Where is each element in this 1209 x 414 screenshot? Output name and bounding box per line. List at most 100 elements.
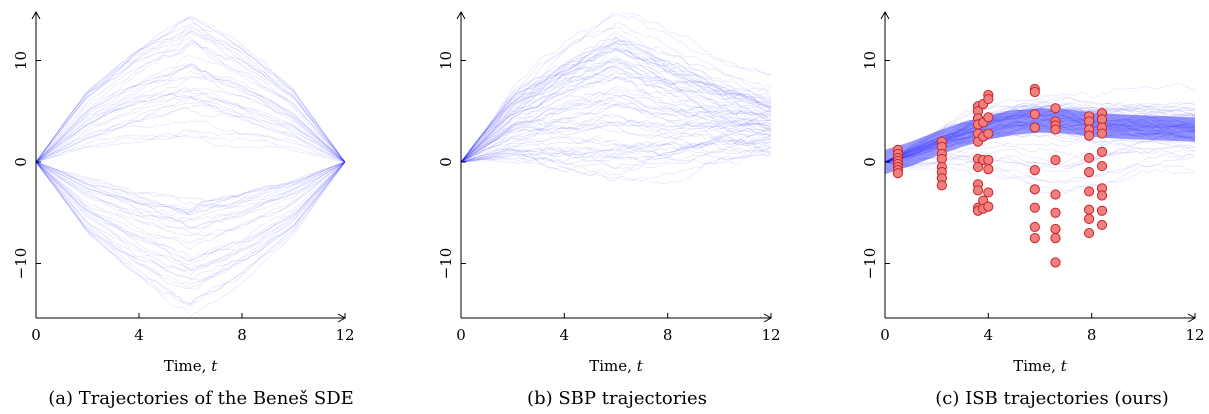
trajectory-line [885,106,1195,163]
x-tick-label: 0 [456,326,466,344]
trajectory-line [461,65,771,163]
observation-point [1029,221,1040,233]
trajectory-line [461,124,771,176]
trajectory-line [885,117,1195,163]
trajectory-line [885,122,1195,163]
trajectory-line [461,134,771,163]
trajectory-line [885,97,1195,163]
trajectory-line [461,65,771,163]
trajectory-line [36,23,345,163]
trajectory-line [461,48,771,163]
trajectory-line [461,60,771,163]
trajectory-line [36,63,345,163]
trajectory-line [461,147,771,185]
chart-panel-0: 0 4 8 12 10 0 −10 Time, t [12,10,355,375]
trajectory-line [885,122,1195,163]
trajectory-line [461,115,771,163]
trajectory-line [461,75,771,163]
trajectory-line [885,124,1195,163]
trajectory-line [885,150,1195,170]
chart-panel-2: 0 4 8 12 10 0 −10 Time, t [861,10,1205,375]
trajectory-line [461,75,771,163]
trajectory-line [885,134,1195,163]
trajectory-line [885,109,1195,163]
trajectory-line [36,25,345,163]
trajectory-line [461,36,771,163]
trajectory-line [461,139,771,165]
observation-point [983,164,994,175]
trajectory-line [885,104,1195,163]
trajectory-line [461,142,771,163]
x-tick-label: 8 [237,326,247,344]
x-tick-label: 8 [663,326,673,344]
trajectory-line [461,26,771,163]
trajectory-line [36,90,345,163]
observation-point [1083,130,1095,141]
trajectory-line [461,66,771,163]
trajectory-line [36,161,345,223]
y-axis-arrow [456,10,466,20]
observation-point [1029,202,1040,213]
trajectory-line [461,35,771,163]
trajectories [36,15,345,317]
trajectory-line [885,161,1195,196]
trajectory-line [461,133,771,170]
trajectory-line [36,161,345,262]
trajectory-line [885,96,1195,163]
trajectory-line [885,107,1195,163]
trajectory-line [36,161,345,271]
trajectory-line [36,87,345,163]
observation-point [1096,160,1108,172]
observation-point [983,128,994,139]
caption-a: (a) Trajectories of the Beneš SDE [48,388,354,409]
observation-point [1083,152,1095,164]
trajectory-line [36,74,345,163]
y-tick-label: 0 [861,157,879,167]
trajectory-line [461,89,771,163]
trajectory-line [461,69,771,163]
y-tick-label: 10 [12,51,30,70]
trajectory-line [885,119,1195,163]
observation-point [1050,103,1061,114]
trajectory-line [885,104,1195,163]
trajectory-line [885,116,1195,163]
trajectory-line [36,76,345,163]
trajectory-line [885,103,1195,163]
trajectory-line [885,129,1195,163]
trajectory-line [461,13,771,163]
observation-point [892,168,904,179]
x-tick-label: 12 [1185,326,1204,344]
trajectory-line [36,29,345,163]
trajectory-line [36,97,345,163]
observation-point [983,201,994,212]
trajectory-line [885,112,1195,166]
trajectory-line [885,123,1195,163]
observation-point [1096,128,1108,139]
trajectory-line [461,63,771,163]
trajectory-line [461,86,771,163]
trajectory-line [461,140,771,171]
x-tick-label: 4 [984,326,994,344]
trajectory-line [461,22,771,163]
trajectory-line [461,99,771,163]
trajectory-line [461,58,771,163]
trajectory-line [885,112,1195,163]
x-axis-label: Time, t [164,357,218,375]
trajectory-line [885,111,1195,163]
trajectory-line [36,161,345,216]
observation-point [1096,219,1108,231]
trajectory-line [461,32,771,163]
trajectory-line [885,103,1195,163]
trajectory-line [36,27,345,163]
trajectory-line [461,94,771,163]
y-tick-label: 10 [437,51,455,70]
trajectory-line [885,118,1195,163]
trajectory-line [885,154,1195,184]
trajectory-line [885,119,1195,163]
x-tick-label: 0 [31,326,41,344]
trajectory-line [36,161,345,212]
axes: 0 4 8 12 10 0 −10 Time, t [861,10,1205,375]
trajectory-line [461,124,771,163]
trajectories [461,12,771,185]
trajectory-line [36,161,345,272]
